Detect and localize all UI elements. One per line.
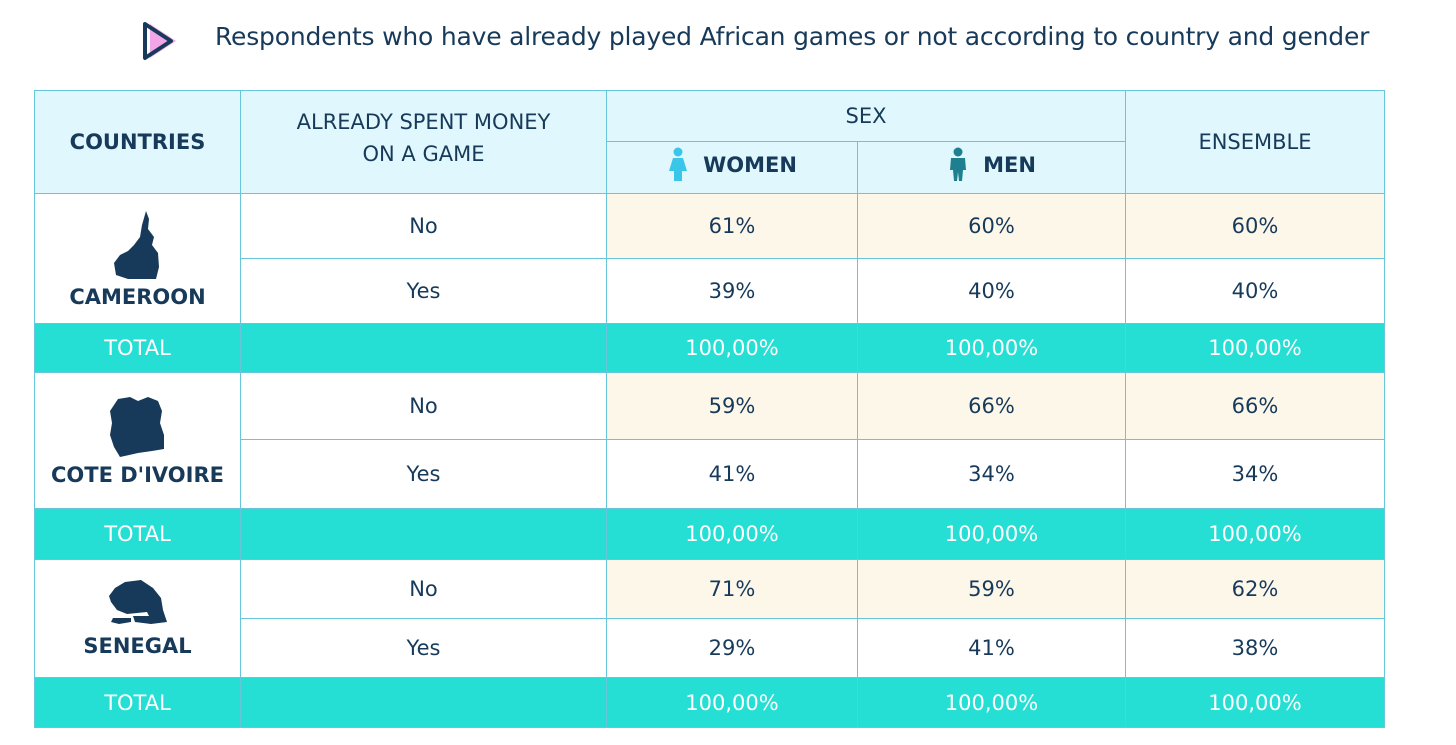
women-value: 41% — [606, 439, 858, 509]
women-value: 39% — [606, 258, 858, 324]
ensemble-value: 66% — [1125, 372, 1385, 440]
total-men: 100,00% — [857, 323, 1126, 373]
results-table: COUNTRIES ALREADY SPENT MONEY ON A GAME … — [34, 90, 1385, 728]
header-spent-money-text: ALREADY SPENT MONEY ON A GAME — [296, 110, 551, 166]
total-blank — [240, 508, 607, 560]
ensemble-value: 60% — [1125, 193, 1385, 259]
country-name-cote-divoire: COTE D'IVOIRE — [51, 462, 224, 487]
country-name-cameroon: CAMEROON — [69, 284, 206, 309]
country-cell-senegal: SENEGAL — [34, 559, 241, 678]
total-ensemble: 100,00% — [1125, 677, 1385, 728]
country-cell-cameroon: CAMEROON — [34, 193, 241, 324]
total-blank — [240, 323, 607, 373]
answer-cell: Yes — [240, 258, 607, 324]
header-sex: SEX — [606, 90, 1126, 142]
total-label: TOTAL — [34, 323, 241, 373]
header-countries: COUNTRIES — [34, 90, 241, 194]
men-value: 60% — [857, 193, 1126, 259]
ensemble-value: 34% — [1125, 439, 1385, 509]
total-women: 100,00% — [606, 677, 858, 728]
total-men: 100,00% — [857, 508, 1126, 560]
total-women: 100,00% — [606, 508, 858, 560]
total-men: 100,00% — [857, 677, 1126, 728]
ensemble-value: 40% — [1125, 258, 1385, 324]
men-value: 66% — [857, 372, 1126, 440]
country-cell-cote-divoire: COTE D'IVOIRE — [34, 372, 241, 509]
women-value: 59% — [606, 372, 858, 440]
total-ensemble: 100,00% — [1125, 323, 1385, 373]
women-value: 71% — [606, 559, 858, 619]
header-spent-money: ALREADY SPENT MONEY ON A GAME — [240, 90, 607, 194]
header-women: WOMEN — [606, 141, 858, 194]
total-label: TOTAL — [34, 677, 241, 728]
men-value: 34% — [857, 439, 1126, 509]
answer-cell: No — [240, 559, 607, 619]
total-ensemble: 100,00% — [1125, 508, 1385, 560]
header-men-label: MEN — [983, 153, 1036, 177]
total-blank — [240, 677, 607, 728]
ensemble-value: 38% — [1125, 618, 1385, 678]
cameroon-map-icon — [113, 210, 159, 279]
page-title: Respondents who have already played Afri… — [215, 22, 1370, 51]
answer-cell: No — [240, 372, 607, 440]
total-women: 100,00% — [606, 323, 858, 373]
ensemble-value: 62% — [1125, 559, 1385, 619]
woman-icon — [669, 147, 688, 181]
header-women-label: WOMEN — [703, 153, 797, 177]
men-value: 59% — [857, 559, 1126, 619]
answer-cell: Yes — [240, 618, 607, 678]
answer-cell: No — [240, 193, 607, 259]
senegal-map-icon — [108, 579, 167, 624]
header-men: MEN — [857, 141, 1126, 194]
women-value: 61% — [606, 193, 858, 259]
play-logo-icon — [143, 22, 176, 60]
men-value: 41% — [857, 618, 1126, 678]
header-ensemble: ENSEMBLE — [1125, 90, 1385, 194]
cote-divoire-map-icon — [109, 396, 164, 457]
women-value: 29% — [606, 618, 858, 678]
men-value: 40% — [857, 258, 1126, 324]
answer-cell: Yes — [240, 439, 607, 509]
man-icon — [950, 147, 967, 181]
country-name-senegal: SENEGAL — [83, 633, 192, 658]
total-label: TOTAL — [34, 508, 241, 560]
